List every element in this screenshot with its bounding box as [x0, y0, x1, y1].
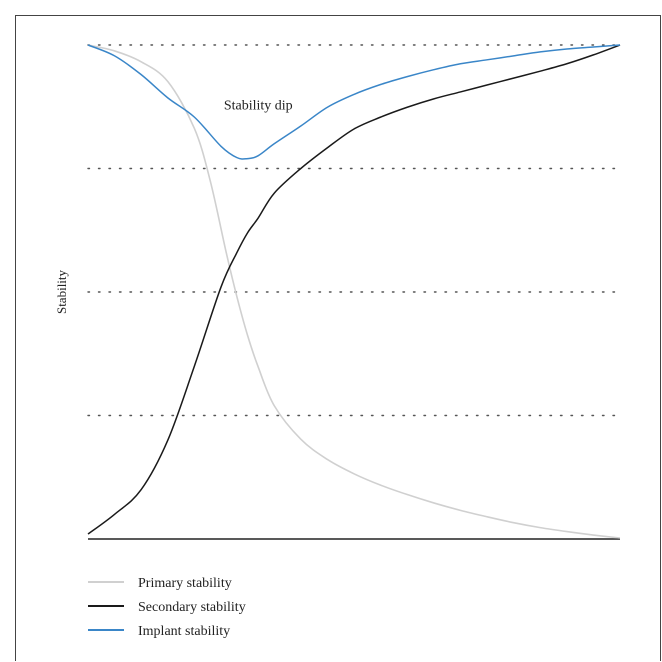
gridlines [87, 44, 621, 417]
primary-stability-line [87, 44, 621, 539]
legend-label-primary-stability: Primary stability [138, 576, 232, 591]
secondary-stability-line [87, 44, 621, 535]
legend: Primary stability Secondary stability Impl… [88, 576, 246, 639]
stability-dip-annotation: Stability dip [224, 98, 293, 113]
chart-frame [15, 15, 661, 661]
series-lines [87, 44, 621, 539]
y-axis-label: Stability [54, 269, 69, 314]
implant-stability-line [87, 44, 621, 160]
legend-label-implant-stability: Implant stability [138, 624, 230, 639]
legend-label-secondary-stability: Secondary stability [138, 600, 246, 615]
